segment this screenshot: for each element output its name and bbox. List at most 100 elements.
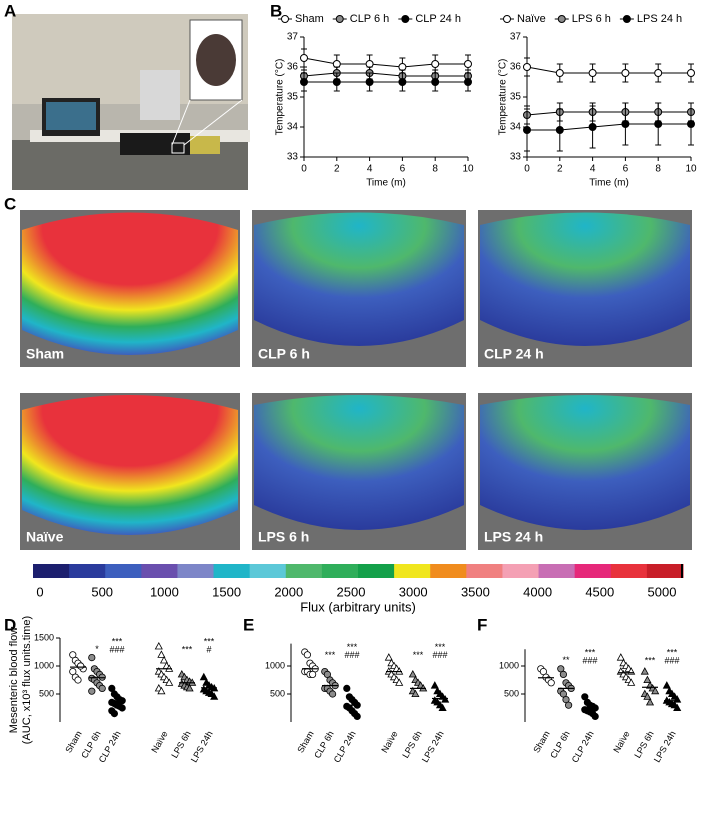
significance: * [95, 644, 99, 654]
color-swatch [69, 564, 106, 578]
data-point [430, 681, 439, 689]
x-tick-label: 6 [623, 164, 629, 175]
data-point [185, 683, 194, 692]
data-point [159, 655, 169, 664]
data-point [547, 679, 555, 687]
data-point [621, 69, 630, 77]
y-tick-label: 500 [270, 688, 285, 698]
data-point [408, 669, 417, 678]
image-label: LPS 24 h [484, 529, 543, 545]
data-point [300, 54, 308, 62]
data-point [343, 684, 351, 693]
colorbar-label: Flux (arbitrary units) [300, 599, 416, 614]
panel-letter: B [270, 1, 282, 20]
data-point [365, 60, 374, 68]
x-tick-label: 0 [524, 164, 530, 175]
data-point [654, 120, 663, 128]
data-point [555, 69, 564, 77]
x-tick-label: LPS 6h [632, 729, 655, 760]
x-tick-label: 10 [685, 164, 697, 175]
colorbar-tick-label: 0 [36, 584, 43, 599]
data-point [441, 695, 450, 703]
x-tick-label: Sham [531, 729, 551, 754]
x-tick-label: CLP 24h [570, 729, 596, 764]
data-point [210, 692, 219, 700]
color-swatch [646, 564, 684, 578]
data-point [77, 662, 85, 670]
significance: ### [344, 650, 359, 660]
color-swatch [574, 564, 612, 578]
data-point [332, 60, 341, 68]
significance: *** [435, 642, 446, 652]
y-tick-label: 33 [287, 152, 299, 163]
series-line [526, 111, 691, 116]
significance: *** [112, 636, 123, 646]
significance: ### [109, 644, 124, 654]
data-point [154, 641, 163, 650]
color-swatch [538, 564, 576, 578]
x-axis-label: Time (m) [589, 178, 629, 189]
legend-marker [557, 15, 566, 23]
legend-label: CLP 24 h [415, 13, 461, 25]
y-axis-label: Temperature (°C) [275, 59, 286, 136]
x-tick-label: LPS 6h [169, 729, 192, 760]
legend-label: CLP 6 h [350, 13, 390, 25]
data-point [640, 667, 649, 675]
color-swatch [358, 564, 395, 578]
data-point [673, 703, 682, 711]
data-point [199, 672, 208, 681]
significance: ### [582, 656, 597, 666]
x-tick-label: 0 [301, 164, 307, 175]
y-axis-label: Temperature (°C) [498, 59, 509, 136]
image-label: Naïve [26, 529, 64, 545]
data-point [564, 701, 573, 709]
significance: *** [325, 650, 336, 660]
legend-marker [281, 15, 289, 23]
y-tick-label: 500 [39, 688, 54, 698]
y-tick-label: 34 [287, 122, 299, 133]
data-point [308, 670, 317, 679]
y-tick-label: 1500 [34, 632, 54, 642]
data-point [88, 687, 96, 695]
data-point [398, 78, 407, 86]
flux-images [20, 210, 692, 550]
panel-letter: C [4, 194, 16, 213]
data-point [616, 653, 625, 661]
x-tick-label: 4 [590, 164, 596, 175]
legend-label: LPS 24 h [637, 13, 682, 25]
data-point [559, 670, 568, 679]
y-axis-label: (AUC, x10³ flux units.time) [21, 616, 33, 744]
data-point [303, 651, 311, 659]
data-point [165, 678, 174, 686]
legend-label: Sham [295, 13, 324, 25]
data-point [328, 690, 337, 698]
data-point [157, 650, 166, 658]
data-point [365, 78, 374, 86]
x-tick-label: CLP 6h [312, 729, 336, 760]
legend-label: LPS 6 h [572, 13, 611, 25]
panel-letter: F [477, 615, 487, 634]
data-point [74, 676, 82, 684]
y-tick-label: 1000 [34, 660, 54, 670]
data-point [687, 69, 695, 77]
colorbar-tick-label: 5000 [648, 584, 677, 599]
color-swatch [430, 564, 467, 578]
x-tick-label: 2 [557, 164, 563, 175]
data-point [555, 126, 564, 134]
data-point [395, 678, 404, 686]
significance: *** [182, 644, 193, 654]
x-tick-label: Naïve [379, 729, 399, 754]
color-swatch [177, 564, 215, 578]
x-tick-label: Naïve [611, 729, 631, 754]
colorbar-tick-label: 1500 [212, 584, 241, 599]
color-swatch [502, 564, 540, 578]
color-swatch [321, 564, 359, 578]
color-swatch [213, 564, 251, 578]
x-tick-label: Naïve [149, 729, 169, 754]
color-swatch [285, 564, 323, 578]
y-tick-label: 35 [287, 92, 299, 103]
colorbar-tick-label: 2000 [274, 584, 303, 599]
y-tick-label: 34 [510, 122, 522, 133]
y-tick-label: 37 [510, 32, 522, 43]
